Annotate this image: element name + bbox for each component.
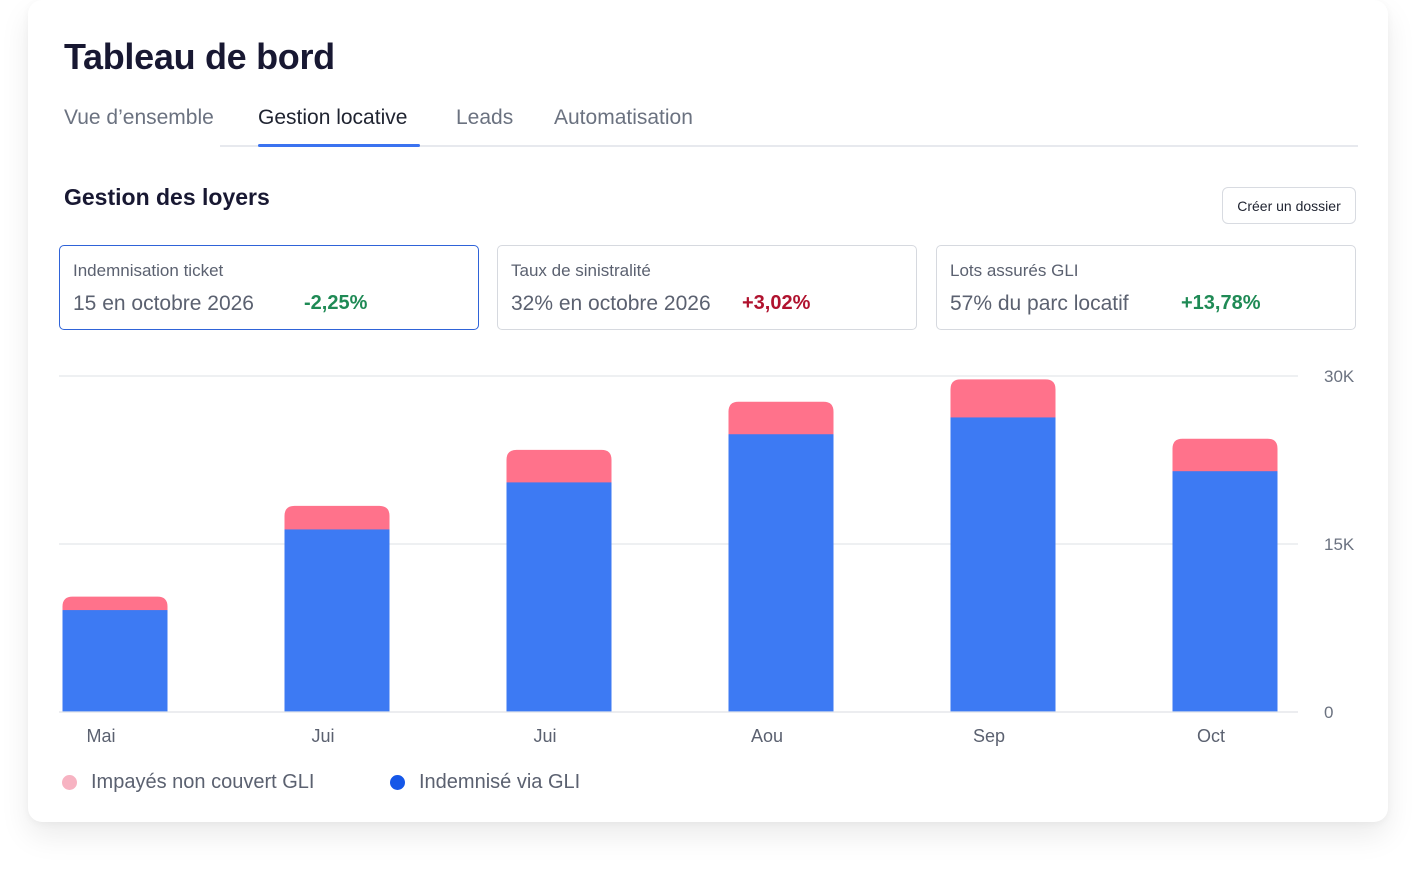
legend-label: Indemnisé via GLI	[419, 771, 581, 793]
kpi-value: 57% du parc locatif	[950, 292, 1129, 315]
bar-segment-uncovered	[62, 596, 168, 613]
bar-segment-covered	[728, 434, 834, 712]
tabs-divider	[220, 145, 1358, 147]
x-tick-label: Jui	[311, 726, 334, 746]
tab-automatisation[interactable]: Automatisation	[554, 106, 693, 129]
bar-segment-covered	[62, 610, 168, 712]
kpi-card-indemnisation[interactable]: Indemnisation ticket 15 en octobre 2026 …	[59, 245, 479, 330]
section-title: Gestion des loyers	[64, 184, 270, 210]
kpi-value: 15 en octobre 2026	[73, 292, 254, 315]
dashboard-card	[28, 0, 1388, 822]
kpi-delta: +3,02%	[742, 292, 811, 314]
active-tab-indicator	[258, 144, 420, 147]
kpi-label: Indemnisation ticket	[73, 261, 224, 280]
legend-item-covered: Indemnisé via GLI	[390, 771, 580, 794]
y-tick-label: 0	[1324, 703, 1333, 722]
bar-segment-uncovered	[950, 379, 1056, 420]
tab-leads[interactable]: Leads	[456, 106, 514, 129]
bar-segment-uncovered	[1172, 438, 1278, 474]
x-tick-label: Oct	[1197, 726, 1225, 746]
x-tick-label: Sep	[973, 726, 1005, 746]
bar-segment-covered	[284, 529, 390, 712]
page-title: Tableau de bord	[64, 36, 335, 77]
legend-dot-covered	[390, 775, 405, 790]
legend-label: Impayés non couvert GLI	[91, 771, 315, 793]
bar-segment-covered	[506, 482, 612, 712]
tab-vue-ensemble[interactable]: Vue d’ensemble	[64, 106, 214, 129]
x-tick-label: Mai	[86, 726, 115, 746]
tab-gestion-locative[interactable]: Gestion locative	[258, 106, 408, 129]
kpi-label: Taux de sinistralité	[511, 261, 651, 280]
create-dossier-button[interactable]: Créer un dossier	[1222, 187, 1356, 224]
kpi-card-lots-assures[interactable]: Lots assurés GLI 57% du parc locatif +13…	[936, 245, 1356, 330]
bar-segment-uncovered	[284, 505, 390, 532]
legend-item-uncovered: Impayés non couvert GLI	[62, 771, 314, 794]
bar-segment-covered	[1172, 471, 1278, 712]
bar-segment-uncovered	[728, 401, 834, 437]
bar-segment-uncovered	[506, 449, 612, 485]
kpi-delta: +13,78%	[1181, 292, 1261, 314]
kpi-delta: -2,25%	[304, 292, 368, 314]
y-tick-label: 30K	[1324, 367, 1355, 386]
legend-dot-uncovered	[62, 775, 77, 790]
kpi-card-sinistralite[interactable]: Taux de sinistralité 32% en octobre 2026…	[497, 245, 917, 330]
x-tick-label: Jui	[533, 726, 556, 746]
kpi-value: 32% en octobre 2026	[511, 292, 711, 315]
kpi-label: Lots assurés GLI	[950, 261, 1079, 280]
y-tick-label: 15K	[1324, 535, 1355, 554]
bar-segment-covered	[950, 417, 1056, 712]
x-tick-label: Aou	[751, 726, 783, 746]
